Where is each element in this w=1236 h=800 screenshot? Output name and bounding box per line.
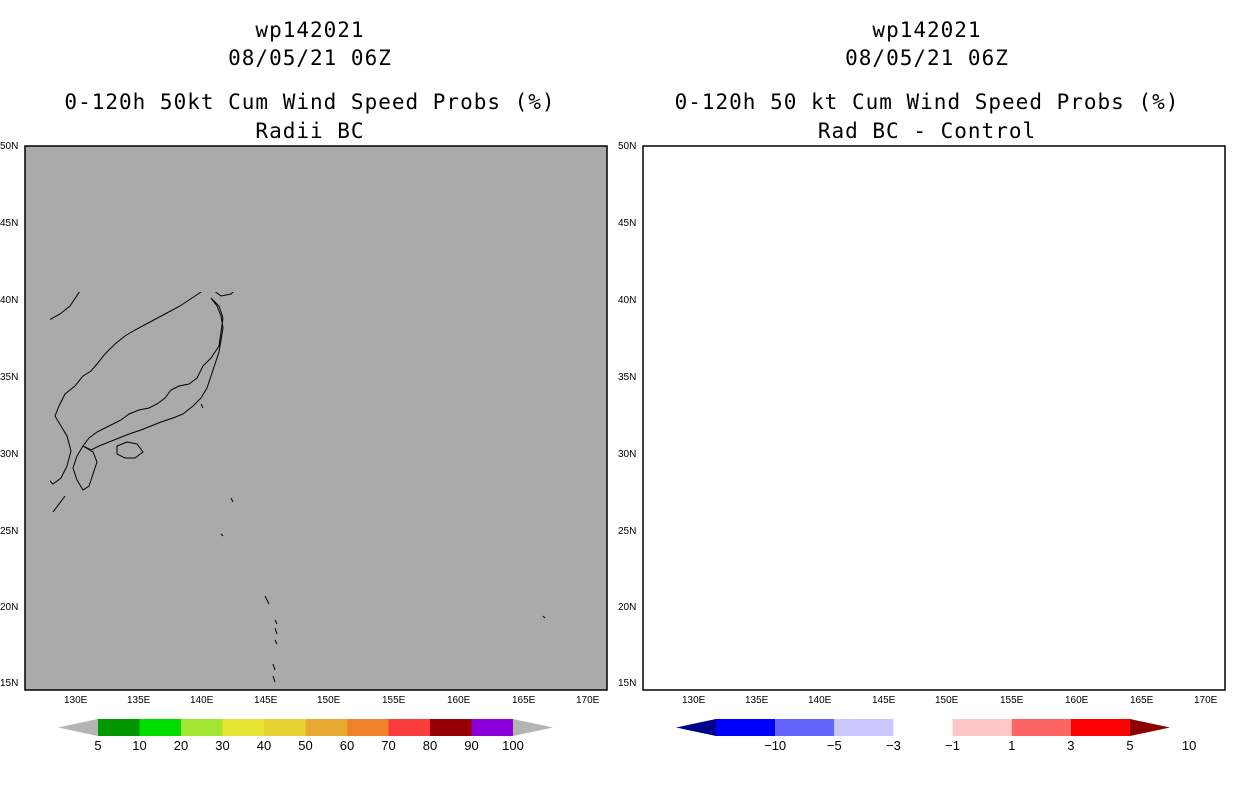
left-lon-label: 170E xyxy=(576,695,600,706)
colorbar-label: 60 xyxy=(339,738,355,753)
colorbar-swatch xyxy=(305,719,347,736)
colorbar-label: 5 xyxy=(94,738,102,753)
left-lon-label: 130E xyxy=(64,695,88,706)
colorbar-label: 90 xyxy=(464,738,479,753)
right-lon-label: 160E xyxy=(1065,695,1089,706)
right-lat-label: 40N xyxy=(618,295,637,306)
colorbar-swatch xyxy=(139,719,181,736)
right-lon-label: 145E xyxy=(872,695,896,706)
left-lon-label: 160E xyxy=(447,695,471,706)
left-lat-label: 20N xyxy=(0,602,19,613)
colorbar-swatch xyxy=(388,719,430,736)
left-lat-label: 15N xyxy=(0,678,19,689)
left-lon-label: 150E xyxy=(317,695,341,706)
colorbar-label: 40 xyxy=(256,738,272,753)
colorbar-swatch xyxy=(1011,719,1071,736)
left-map-panel xyxy=(24,145,608,691)
left-map-frame xyxy=(24,145,608,691)
colorbar-swatch xyxy=(952,719,1012,736)
left-title-storm-id: wp142021 xyxy=(255,18,365,42)
colorbar-swatch xyxy=(430,719,472,736)
colorbar-swatch xyxy=(222,719,264,736)
colorbar-swatch xyxy=(471,719,513,736)
right-lat-label: 30N xyxy=(618,449,637,460)
right-lon-label: 165E xyxy=(1130,695,1154,706)
colorbar-label: 20 xyxy=(173,738,189,753)
right-lon-label: 170E xyxy=(1194,695,1218,706)
right-map-background xyxy=(643,146,1225,690)
colorbar-swatch xyxy=(893,719,953,736)
right-lat-label: 25N xyxy=(618,526,637,537)
left-title-datetime: 08/05/21 06Z xyxy=(228,46,392,70)
colorbar-label: 50 xyxy=(298,738,313,753)
colorbar-swatch xyxy=(775,719,835,736)
left-title-product: 0-120h 50kt Cum Wind Speed Probs (%) xyxy=(64,90,556,114)
colorbar-label: 3 xyxy=(1067,738,1075,753)
left-lon-label: 140E xyxy=(190,695,214,706)
colorbar-label: 10 xyxy=(1181,738,1197,753)
right-map-panel xyxy=(642,145,1226,691)
right-colorbar xyxy=(676,719,1170,736)
colorbar-label: −10 xyxy=(764,738,787,753)
left-lat-label: 50N xyxy=(0,141,19,152)
colorbar-label: 70 xyxy=(381,738,396,753)
colorbar-left-arrow xyxy=(676,719,716,736)
right-lat-label: 50N xyxy=(618,141,637,152)
left-map-background xyxy=(25,146,607,690)
colorbar-right-arrow xyxy=(513,719,553,736)
left-lat-label: 30N xyxy=(0,449,19,460)
colorbar-swatch xyxy=(98,719,140,736)
right-lat-label: 35N xyxy=(618,372,637,383)
right-lon-label: 140E xyxy=(808,695,832,706)
right-title-product: 0-120h 50 kt Cum Wind Speed Probs (%) xyxy=(674,90,1180,114)
colorbar-right-arrow xyxy=(1130,719,1170,736)
left-lon-label: 135E xyxy=(127,695,151,706)
colorbar-label: 10 xyxy=(132,738,147,753)
right-lon-label: 155E xyxy=(1000,695,1024,706)
left-lat-label: 35N xyxy=(0,372,19,383)
colorbar-swatch xyxy=(1070,719,1130,736)
right-lat-label: 45N xyxy=(618,218,637,229)
right-lon-label: 150E xyxy=(935,695,959,706)
colorbar-label: 80 xyxy=(422,738,438,753)
right-title-datetime: 08/05/21 06Z xyxy=(845,46,1009,70)
colorbar-label: 5 xyxy=(1126,738,1134,753)
left-colorbar xyxy=(58,719,553,736)
right-lat-label: 15N xyxy=(618,678,637,689)
right-title-storm-id: wp142021 xyxy=(872,18,982,42)
right-lat-label: 20N xyxy=(618,602,637,613)
left-lat-label: 40N xyxy=(0,295,19,306)
colorbar-label: 30 xyxy=(215,738,230,753)
right-title-subtitle: Rad BC - Control xyxy=(817,119,1037,143)
colorbar-swatch xyxy=(834,719,894,736)
colorbar-swatch xyxy=(347,719,389,736)
colorbar-swatch xyxy=(264,719,306,736)
left-title-subtitle: Radii BC xyxy=(255,119,365,143)
colorbar-label: −3 xyxy=(886,738,901,753)
colorbar-label: 100 xyxy=(502,738,524,753)
colorbar-left-arrow xyxy=(58,719,98,736)
left-lat-label: 45N xyxy=(0,218,19,229)
colorbar-label: 1 xyxy=(1008,738,1016,753)
left-lat-label: 25N xyxy=(0,526,19,537)
right-lon-label: 135E xyxy=(745,695,769,706)
left-lon-label: 165E xyxy=(512,695,536,706)
left-lon-label: 145E xyxy=(254,695,278,706)
colorbar-swatch xyxy=(716,719,776,736)
right-map-frame xyxy=(642,145,1226,691)
colorbar-label: −5 xyxy=(826,738,842,753)
colorbar-swatch xyxy=(181,719,223,736)
colorbar-label: −1 xyxy=(945,738,960,753)
left-lon-label: 155E xyxy=(382,695,406,706)
right-lon-label: 130E xyxy=(682,695,706,706)
